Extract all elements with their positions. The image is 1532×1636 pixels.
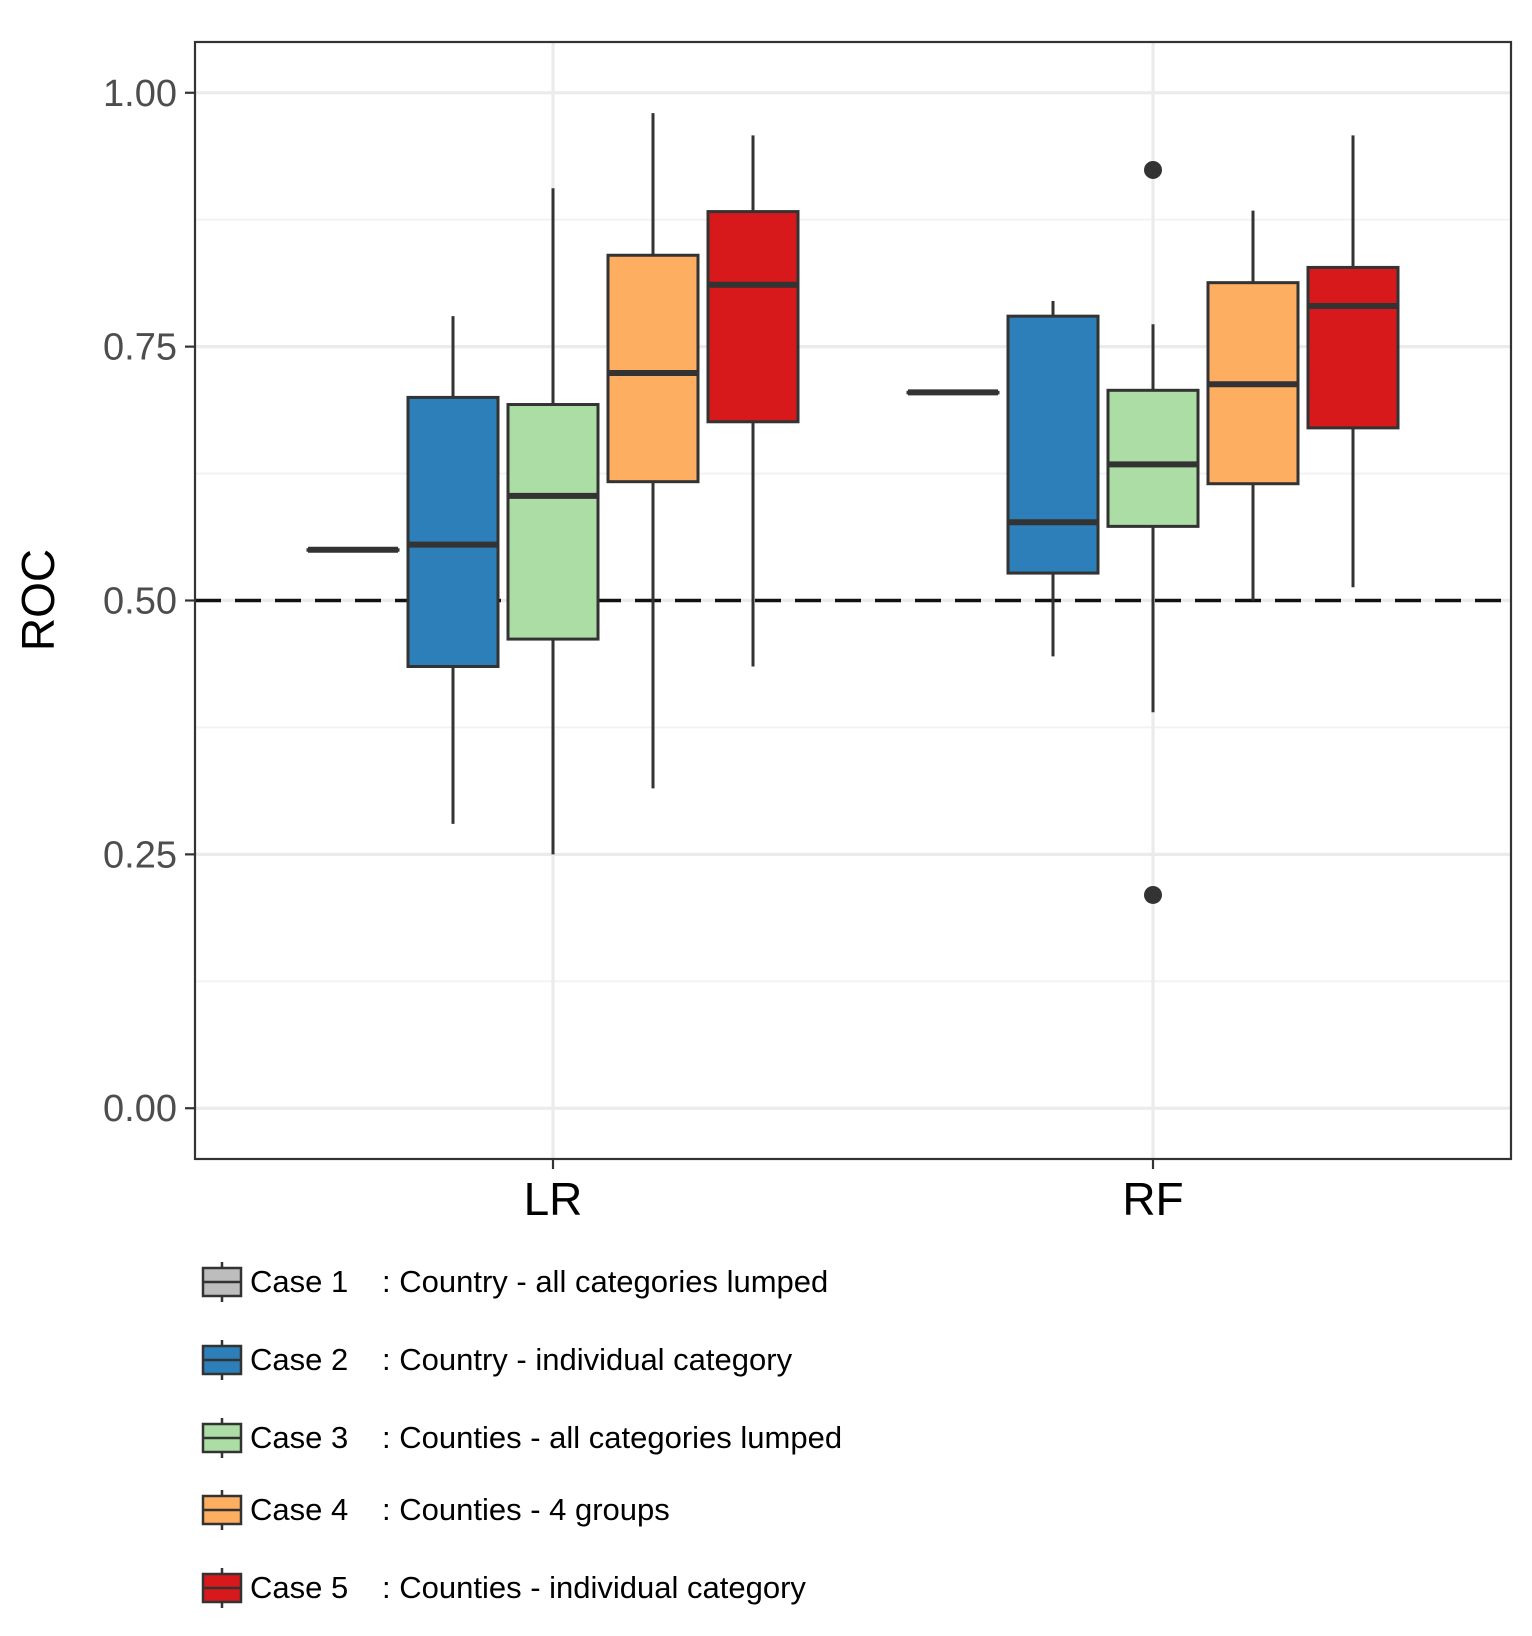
legend-key-glyph	[201, 1340, 243, 1380]
legend-item-description: : Country - individual category	[382, 1342, 793, 1377]
legend-item: Case 1 : Country - all categories lumped	[200, 1262, 1300, 1302]
x-tick-label-lr: LR	[524, 1173, 583, 1225]
legend-item-name: Case 2	[250, 1342, 349, 1377]
legend-item-name: Case 4	[250, 1492, 349, 1527]
legend: Case 1: Country - all categories lumped C…	[200, 1262, 1300, 1608]
legend-item: Case 2 : Country - individual category	[200, 1340, 1300, 1380]
y-tick-label: 0.75	[103, 327, 177, 369]
legend-item-description: : Counties - 4 groups	[382, 1492, 670, 1527]
legend-item-description: : Counties - individual category	[382, 1570, 806, 1605]
y-tick-label: 0.50	[103, 581, 177, 623]
box-case-4-rf	[1206, 210, 1300, 601]
legend-key-swatch	[200, 1418, 244, 1458]
box-case-3-lr	[506, 188, 600, 855]
legend-item: Case 3 : Counties - all categories lumped	[200, 1418, 1300, 1458]
legend-key-swatch	[200, 1568, 244, 1608]
box-case-1-lr	[306, 546, 400, 553]
y-tick-label: 1.00	[103, 73, 177, 115]
legend-item-description: : Country - all categories lumped	[382, 1264, 829, 1299]
box-body	[1106, 388, 1200, 528]
legend-item: Case 4 : Counties - 4 groups	[200, 1490, 1300, 1530]
legend-item-name: Case 3	[250, 1420, 349, 1455]
box-case-4-lr	[606, 113, 700, 789]
box-case-2-lr	[406, 316, 500, 824]
y-tick-label: 0.00	[103, 1088, 177, 1130]
box-body	[706, 210, 800, 424]
legend-item-description: : Counties - all categories lumped	[382, 1420, 843, 1455]
box-case-5-rf	[1306, 135, 1400, 588]
box-layer	[306, 113, 1400, 904]
y-tick-label: 0.25	[103, 834, 177, 876]
roc-boxplot-chart: 0.00 0.25 0.50 0.75 1.00 LR RF ROC	[12, 40, 1513, 1225]
x-tick-label-rf: RF	[1122, 1173, 1183, 1225]
legend-key-glyph	[201, 1568, 243, 1608]
box-case-5-lr	[706, 135, 800, 667]
legend-item: Case 5 : Counties - individual category	[200, 1568, 1300, 1608]
box-case-3-rf	[1106, 160, 1200, 904]
legend-item-name: Case 5	[250, 1570, 349, 1605]
legend-key-glyph	[201, 1262, 243, 1302]
box-body	[1006, 314, 1100, 575]
axis-layer: 0.00 0.25 0.50 0.75 1.00 LR RF	[103, 73, 1184, 1225]
box-case-2-rf	[1006, 300, 1100, 657]
box-body	[406, 395, 500, 669]
box-body	[506, 403, 600, 641]
legend-key-swatch	[200, 1490, 244, 1530]
y-axis-title: ROC	[12, 549, 64, 651]
outlier-point	[1144, 885, 1162, 904]
box-body	[1306, 265, 1400, 430]
legend-key-swatch	[200, 1340, 244, 1380]
legend-item-name: Case 1	[250, 1264, 349, 1299]
box-body	[606, 253, 700, 484]
outlier-point	[1144, 160, 1162, 179]
box-case-1-rf	[906, 389, 1000, 396]
legend-key-glyph	[201, 1418, 243, 1458]
legend-key-glyph	[201, 1490, 243, 1530]
legend-key-swatch	[200, 1262, 244, 1302]
